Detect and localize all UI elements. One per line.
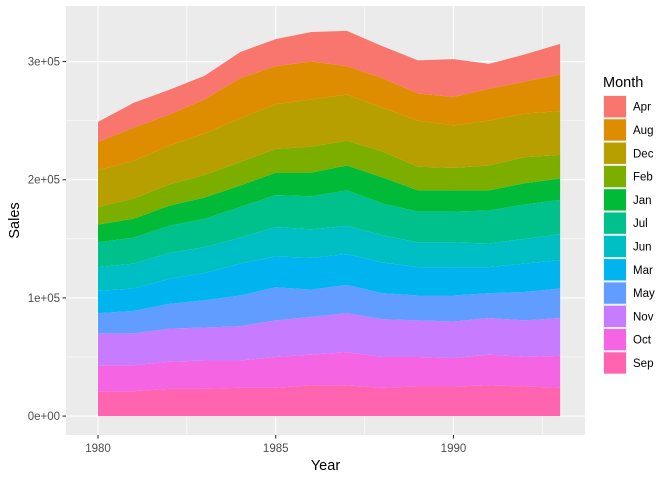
legend-item-dec: Dec (603, 141, 654, 165)
legend-label: Feb (633, 172, 653, 184)
legend-label: Jan (633, 195, 652, 207)
legend-label: Sep (633, 358, 653, 370)
legend-swatch (604, 352, 626, 374)
y-tick-label: 3e+05 (28, 57, 60, 69)
legend-item-nov: Nov (603, 304, 654, 328)
legend: Month Apr Aug Dec Feb Jan Jul Jun Mar May Nov Oct S… (603, 75, 655, 375)
x-axis: 1980 1985 1990 (85, 435, 466, 455)
legend-item-oct: Oct (603, 328, 652, 352)
legend-item-may: May (603, 281, 655, 305)
area-series-sep (97, 385, 561, 417)
legend-label: Oct (633, 335, 652, 347)
legend-item-aug: Aug (603, 118, 653, 142)
legend-title: Month (603, 75, 643, 91)
legend-swatch (604, 305, 626, 327)
legend-item-sep: Sep (603, 351, 653, 375)
x-axis-title: Year (311, 458, 340, 474)
area-series-jan (97, 165, 561, 243)
legend-swatch (604, 165, 626, 188)
legend-swatch (604, 282, 626, 304)
legend-swatch (604, 329, 626, 351)
legend-swatch (604, 119, 626, 141)
area-series-jun (97, 225, 561, 291)
legend-swatch (604, 235, 626, 258)
legend-swatch (604, 142, 626, 164)
legend-item-jan: Jan (603, 188, 652, 212)
area-series-apr (97, 30, 561, 142)
legend-swatch (604, 189, 626, 211)
legend-label: Jun (633, 241, 652, 253)
area-series-oct (97, 352, 561, 392)
legend-swatch (604, 212, 626, 234)
area-series-may (97, 284, 561, 334)
legend-label: Aug (633, 125, 653, 137)
legend-label: Apr (633, 102, 651, 114)
legend-label: Dec (633, 148, 654, 160)
legend-label: Nov (633, 311, 654, 323)
legend-item-apr: Apr (603, 95, 651, 119)
legend-item-jun: Jun (603, 234, 652, 259)
area-series-aug (97, 61, 561, 171)
legend-item-mar: Mar (603, 258, 653, 282)
x-tick-label: 1985 (263, 443, 289, 455)
legend-item-jul: Jul (603, 211, 648, 235)
x-tick-label: 1980 (85, 443, 111, 455)
area-series-jul (97, 190, 561, 268)
y-tick-label: 1e+05 (28, 293, 60, 305)
y-axis-title: Sales (7, 202, 23, 238)
legend-swatch (604, 259, 626, 281)
area-series-group (97, 30, 561, 417)
area-series-nov (97, 313, 561, 366)
x-tick-label: 1990 (441, 443, 467, 455)
legend-label: May (633, 288, 655, 300)
legend-swatch (604, 96, 626, 118)
area-series-mar (97, 254, 561, 314)
legend-label: Jul (633, 218, 648, 230)
legend-label: Mar (633, 265, 653, 277)
area-series-dec (97, 94, 561, 207)
y-axis: 0e+00 1e+05 2e+05 3e+05 (28, 57, 66, 423)
area-series-feb (97, 140, 561, 225)
y-tick-label: 0e+00 (28, 411, 60, 423)
y-tick-label: 2e+05 (28, 175, 60, 187)
legend-items: Apr Aug Dec Feb Jan Jul Jun Mar May Nov Oct Sep (603, 95, 655, 375)
legend-item-feb: Feb (603, 164, 653, 189)
